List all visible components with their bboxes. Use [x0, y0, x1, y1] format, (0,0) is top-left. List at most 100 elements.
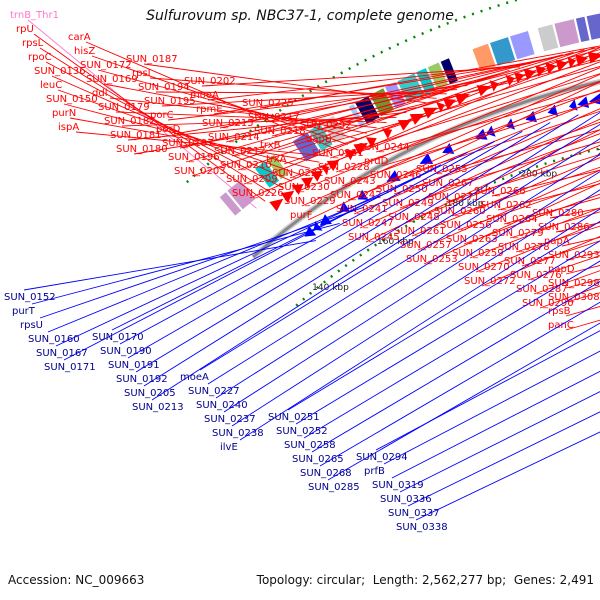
forward-leader-line [417, 169, 600, 251]
reverse-leader-line [223, 171, 600, 413]
forward-gene-label: SUN_0229 [284, 196, 336, 207]
forward-gene-arrow [567, 56, 576, 69]
forward-gene-label: rpsL [22, 38, 44, 49]
forward-leader-line [179, 77, 489, 149]
reverse-gene-arrow [547, 104, 558, 116]
forward-leader-line [433, 129, 600, 175]
forward-gene-label: SUN_0270 [458, 262, 510, 273]
forward-gene-label: rpmE [196, 104, 223, 115]
forward-gene-label: SUN_0196 [168, 152, 220, 163]
forward-leader-line [451, 166, 600, 217]
forward-gene-label: SUN_0266 [474, 186, 526, 197]
feature-block [537, 24, 559, 52]
forward-leader-line [57, 89, 302, 176]
forward-leader-line [63, 103, 311, 169]
forward-leader-line [91, 55, 348, 145]
forward-leader-line [335, 81, 600, 173]
reverse-gene-label: SUN_0171 [44, 362, 96, 373]
accession-info: Accession: NC_009663 [8, 573, 144, 587]
reverse-gene-label: SUN_0238 [212, 428, 264, 439]
forward-leader-line [133, 107, 417, 155]
forward-gene-arrow [310, 170, 323, 182]
forward-gene-label: purN [52, 108, 76, 119]
forward-gene-label: carA [68, 32, 91, 43]
forward-gene-label: SUN_0169 [86, 74, 138, 85]
reverse-leader-line [303, 260, 600, 439]
reverse-gene-label: SUN_0337 [388, 508, 440, 519]
forward-gene-label: SUN_0279 [492, 228, 544, 239]
feature-block [490, 37, 516, 66]
reverse-leader-line [319, 301, 600, 467]
forward-leader-line [497, 183, 600, 211]
reverse-gene-label: SUN_0167 [36, 348, 88, 359]
forward-gene-label: SUN_0287 [516, 284, 568, 295]
forward-gene-label: napD [548, 264, 575, 275]
reverse-gene-label: SUN_0268 [300, 468, 352, 479]
reverse-leader-line [111, 151, 468, 331]
reverse-gene-label: SUN_0240 [196, 400, 248, 411]
forward-leader-line [387, 110, 600, 181]
reverse-gene-label: SUN_0205 [124, 388, 176, 399]
reverse-gene-label: ilvE [220, 442, 238, 453]
reverse-gene-labels: SUN_0152 purT rpsU SUN_0160 SUN_0167 SUN_0171… [4, 111, 600, 533]
forward-gene-label: rpsI [132, 68, 151, 79]
reverse-leader-line [375, 330, 600, 451]
reverse-gene-label: SUN_0213 [132, 402, 184, 413]
forward-leader-line [439, 141, 600, 189]
reverse-gene-label: SUN_0170 [92, 332, 144, 343]
reverse-gene-arrow [419, 153, 434, 164]
reverse-gene-label: purT [12, 306, 36, 317]
length-label: Length: [372, 573, 419, 587]
feature-block [219, 192, 242, 216]
reverse-gene-label: SUN_0237 [204, 414, 256, 425]
forward-gene-label: SUN_0228 [318, 162, 370, 173]
reverse-gene-label: SUN_0338 [396, 522, 448, 533]
reverse-leader-line [399, 391, 600, 493]
reverse-leader-line [415, 431, 600, 521]
reverse-gene-label: SUN_0192 [116, 374, 168, 385]
reverse-leader-line [31, 222, 340, 305]
forward-gene-arrows [269, 51, 600, 212]
forward-gene-label: SUN_0181 [110, 130, 162, 141]
forward-gene-label: SUN_0246 [370, 170, 422, 181]
forward-gene-label: moeA [190, 90, 219, 101]
forward-leader-line [219, 57, 553, 129]
forward-gene-label: SUN_0247 [342, 218, 394, 229]
forward-leader-line [109, 97, 377, 129]
reverse-leader-line [407, 411, 600, 507]
forward-leader-line [341, 89, 600, 187]
forward-gene-label: SUN_0231 [312, 148, 364, 159]
forward-leader-line [259, 45, 600, 109]
reverse-gene-label: prfB [364, 466, 385, 477]
forward-gene-arrow [320, 165, 329, 176]
forward-leader-line [27, 19, 257, 209]
reverse-leader-line [207, 138, 600, 385]
forward-gene-label: napA [544, 236, 570, 247]
forward-gene-label: nrdD [364, 156, 389, 167]
forward-gene-arrow [291, 184, 304, 195]
forward-gene-label: SUN_0261 [394, 226, 446, 237]
reverse-leader-line [127, 130, 523, 359]
forward-gene-label: dapB [306, 134, 332, 145]
reverse-leader-line [47, 191, 390, 333]
forward-gene-label: SUN_0260 [434, 206, 486, 217]
forward-leader-line [249, 47, 600, 199]
forward-gene-label: SUN_0243 [324, 176, 376, 187]
forward-gene-label: SUN_0203 [174, 166, 226, 177]
forward-gene-label: SUN_0217 [248, 112, 300, 123]
forward-gene-label: SUN_0290 [522, 298, 574, 309]
feature-block [575, 16, 590, 42]
forward-gene-label: rpsB [548, 306, 571, 317]
reverse-leader-line [391, 370, 600, 479]
reverse-leader-line [199, 123, 600, 371]
forward-leader-line [51, 75, 293, 182]
forward-gene-label: SUN_0182 [104, 116, 156, 127]
forward-gene-label: SUN_0218 [254, 126, 306, 137]
forward-gene-label: SUN_0259 [452, 248, 504, 259]
forward-gene-label: hisZ [74, 46, 95, 57]
reverse-gene-arrow [442, 143, 455, 154]
reverse-leader-line [135, 122, 551, 373]
genes-value: 2,491 [559, 573, 594, 587]
forward-gene-label: rpoC [28, 52, 52, 63]
